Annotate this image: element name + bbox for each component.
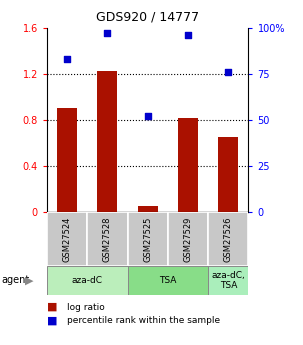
Point [185,32,190,38]
Text: ■: ■ [47,316,58,326]
Title: GDS920 / 14777: GDS920 / 14777 [96,11,199,24]
Text: aza-dC,
TSA: aza-dC, TSA [211,270,245,290]
Point [65,56,69,62]
Text: percentile rank within the sample: percentile rank within the sample [67,316,220,325]
Bar [138,206,158,212]
Text: GSM27526: GSM27526 [224,216,233,262]
Point [105,30,110,36]
Text: log ratio: log ratio [67,303,105,312]
Bar [218,137,238,212]
Bar [208,266,248,295]
Text: GSM27524: GSM27524 [63,216,72,262]
Bar [128,266,208,295]
Text: TSA: TSA [159,276,177,285]
Bar [178,118,198,212]
Bar [47,266,128,295]
Bar [87,212,128,266]
Text: agent: agent [2,275,30,285]
Text: ▶: ▶ [25,275,34,285]
Bar [168,212,208,266]
Bar [57,108,77,212]
Point [226,69,231,75]
Bar [97,71,118,212]
Text: aza-dC: aza-dC [72,276,103,285]
Bar [47,212,87,266]
Text: GSM27528: GSM27528 [103,216,112,262]
Bar [128,212,168,266]
Text: ■: ■ [47,302,58,312]
Point [145,114,150,119]
Text: GSM27525: GSM27525 [143,216,152,262]
Bar [208,212,248,266]
Text: GSM27529: GSM27529 [184,216,192,262]
